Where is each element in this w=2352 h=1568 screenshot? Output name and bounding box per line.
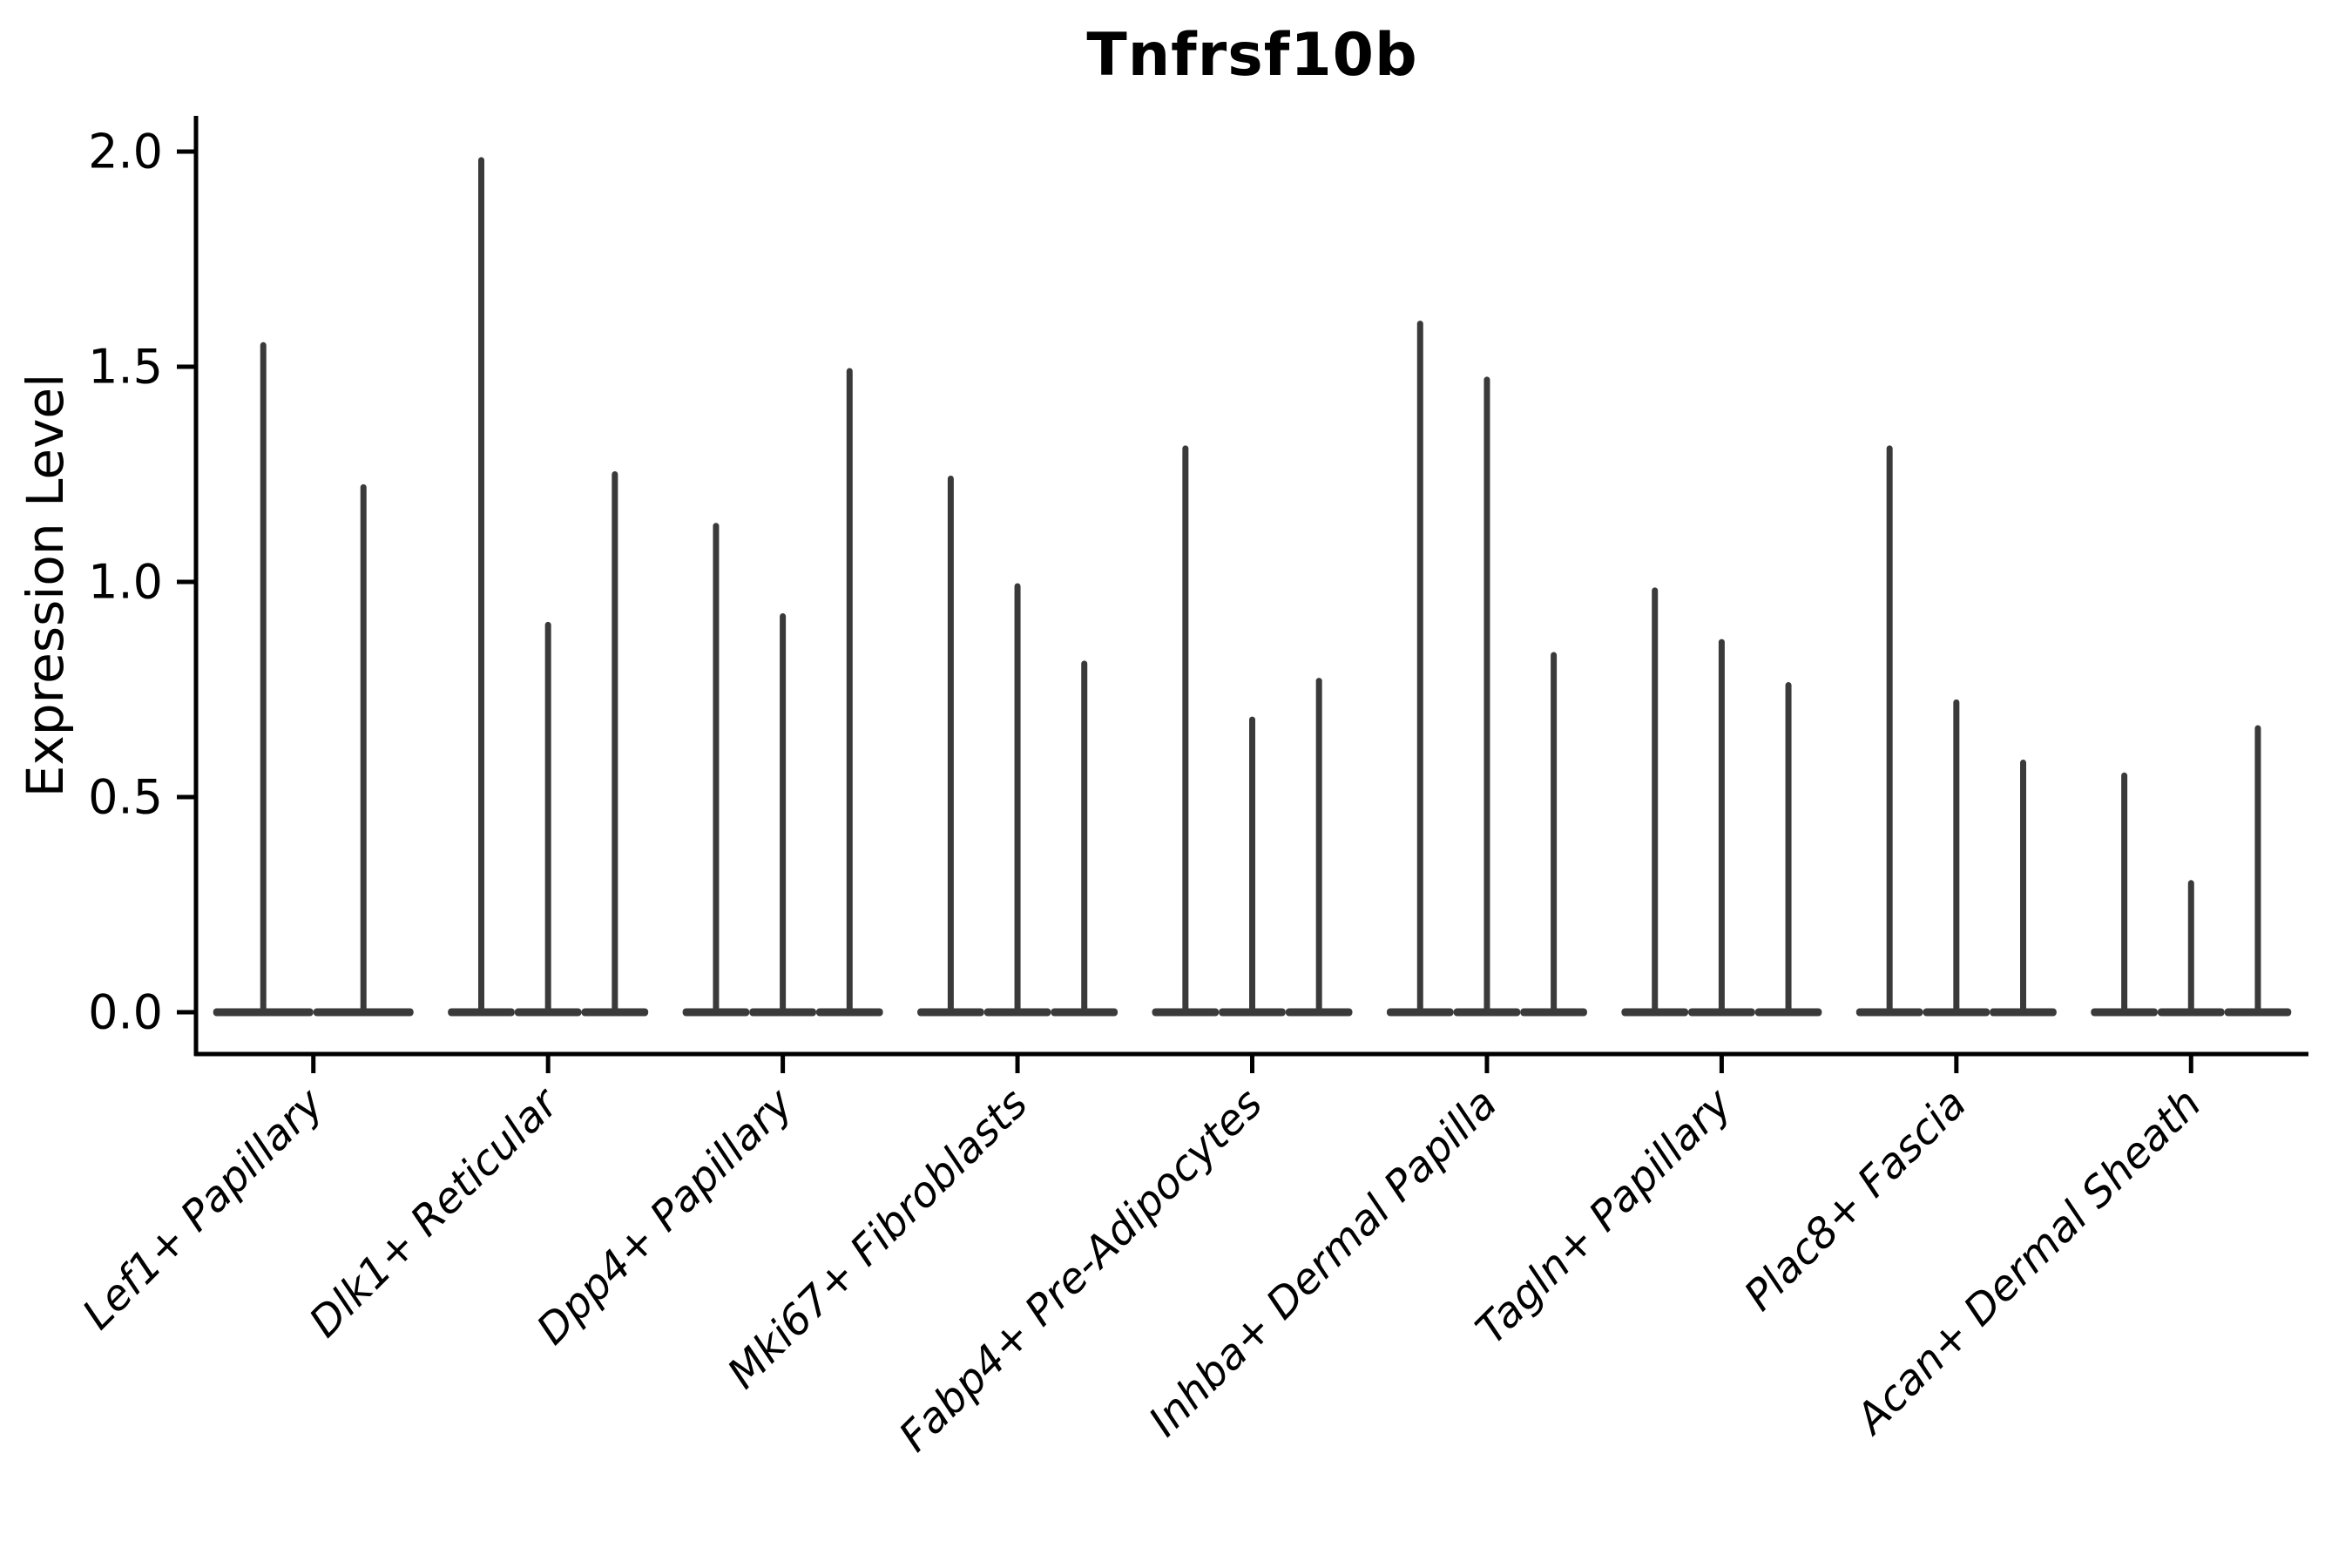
y-tick-label: 0.0 (88, 985, 163, 1040)
y-tick-label: 1.5 (88, 340, 163, 395)
x-tick-label: Lef1+ Papillary (73, 1078, 334, 1339)
x-tick-label: Plac8+ Fascia (1735, 1079, 1977, 1321)
y-tick-label: 1.0 (88, 555, 163, 610)
chart-title: Tnfrsf10b (1086, 21, 1418, 90)
x-tick-label: Dlk1+ Reticular (300, 1078, 570, 1348)
y-tick-label: 2.0 (88, 125, 163, 179)
y-tick-label: 0.5 (88, 770, 163, 825)
x-tick-label: Tagln+ Papillary (1467, 1078, 1742, 1354)
x-tick-label: Dpp4+ Papillary (528, 1078, 803, 1354)
